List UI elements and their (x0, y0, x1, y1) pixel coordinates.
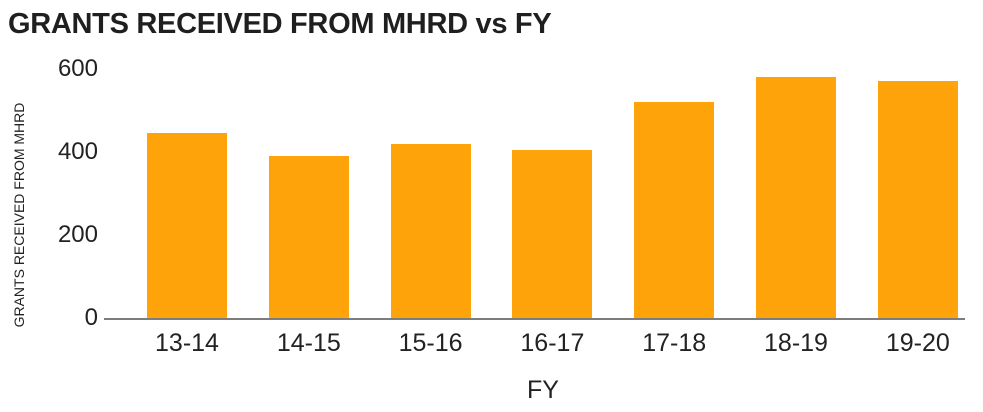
bar-14-15 (268, 156, 349, 318)
y-tick-label-200: 200 (57, 221, 98, 249)
x-tick-label-19-20: 19-20 (885, 329, 950, 357)
y-tick-label-600: 600 (57, 55, 98, 83)
chart-title: GRANTS RECEIVED FROM MHRD vs FY (8, 8, 552, 40)
y-tick-label-400: 400 (57, 138, 98, 166)
bar-17-18 (634, 102, 715, 318)
bar-16-17 (512, 149, 593, 318)
bar-19-20 (877, 81, 958, 318)
bar-15-16 (390, 143, 471, 318)
x-tick-label-15-16: 15-16 (398, 329, 463, 357)
bar-13-14 (147, 133, 227, 318)
x-tick-label-18-19: 18-19 (764, 329, 828, 357)
x-axis-line (104, 318, 965, 320)
y-tick-label-0: 0 (84, 304, 98, 332)
x-tick-label-13-14: 13-14 (155, 329, 219, 357)
x-tick-label-14-15: 14-15 (276, 329, 341, 357)
x-tick-label-17-18: 17-18 (642, 329, 707, 357)
x-tick-label-16-17: 16-17 (520, 329, 585, 357)
y-axis-tick-labels: 0 200 400 600 (0, 0, 98, 412)
bar-18-19 (756, 77, 836, 318)
x-axis-title: FY (527, 376, 559, 404)
